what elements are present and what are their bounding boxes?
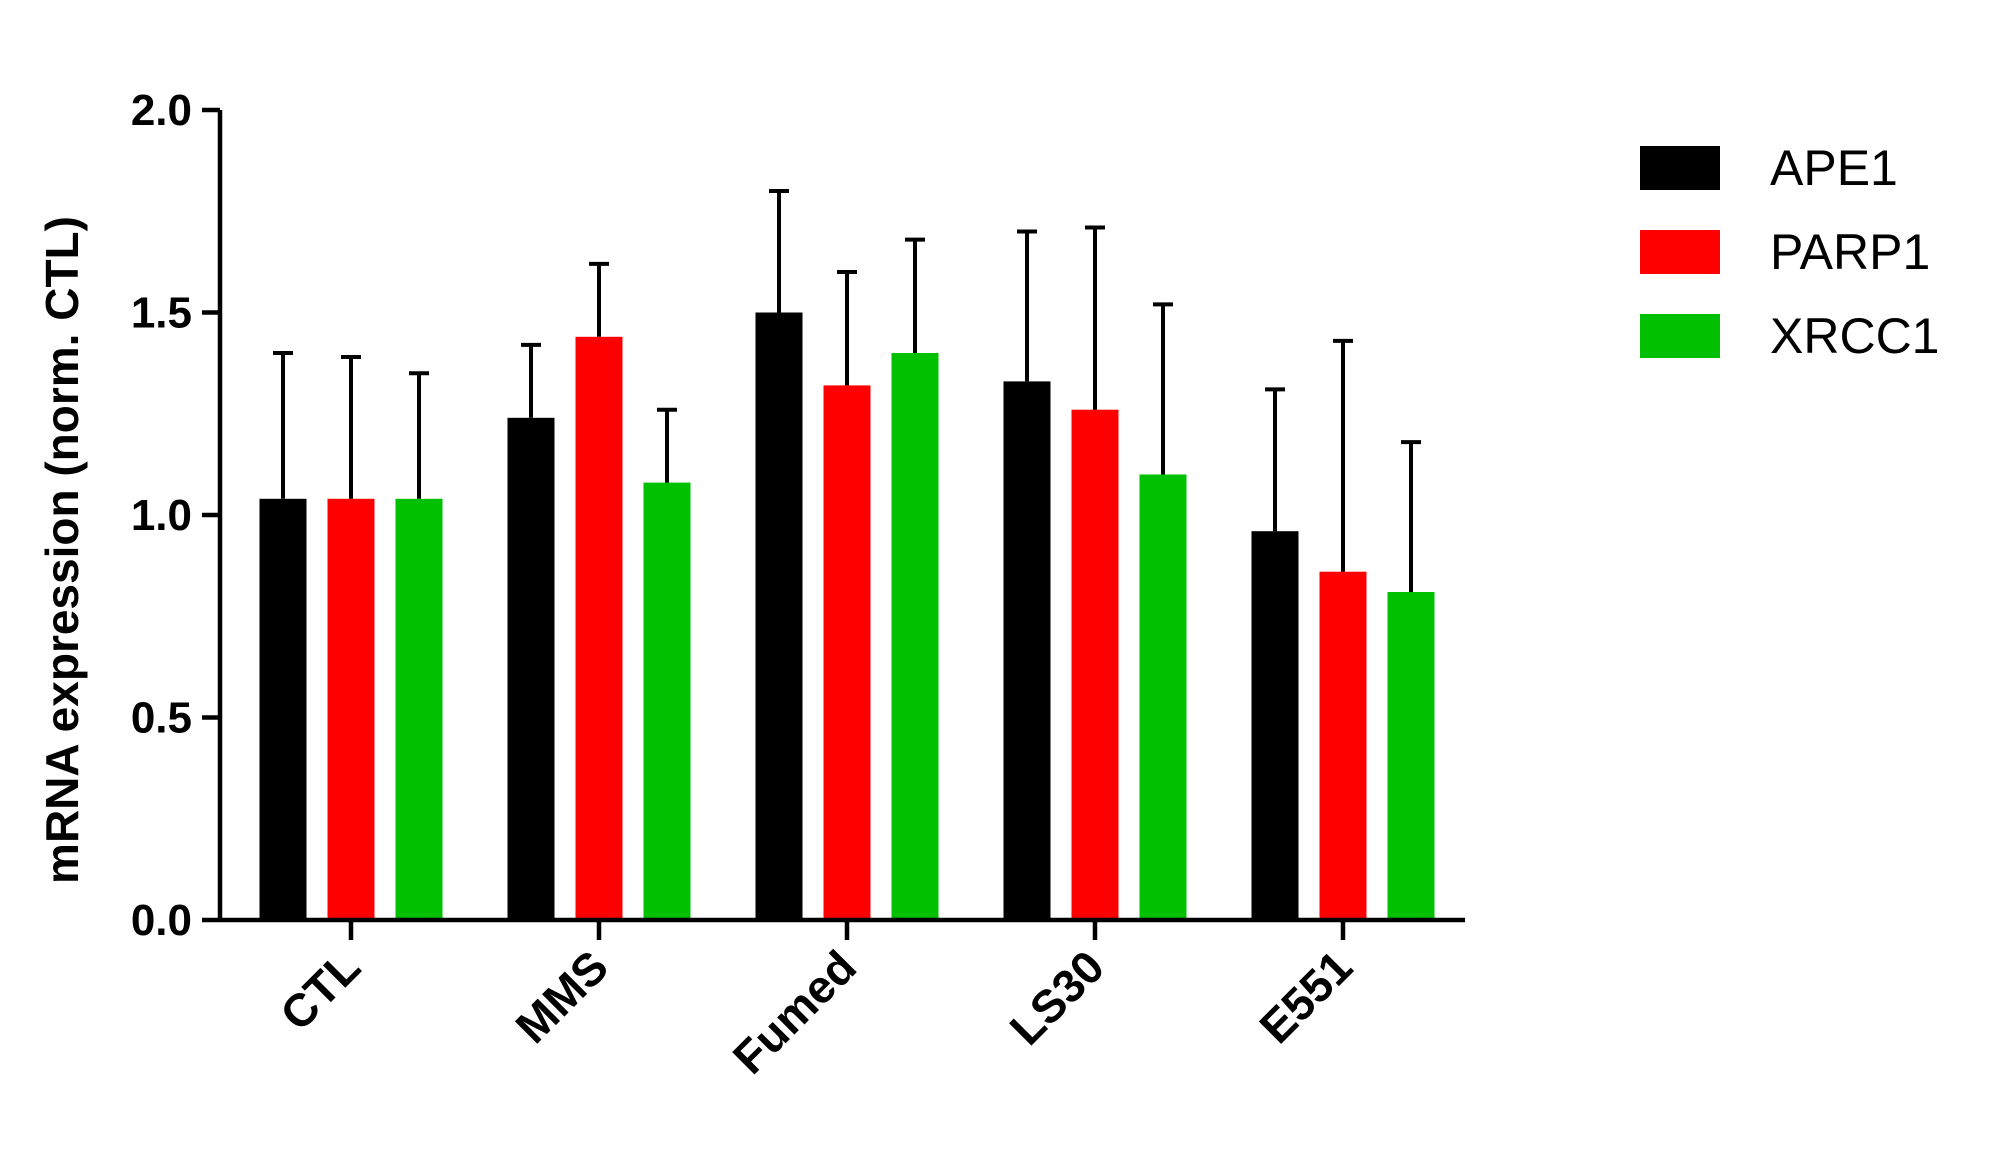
bars-layer bbox=[259, 312, 1435, 920]
error-bar-parp1-mms bbox=[589, 261, 609, 337]
error-bars-layer bbox=[273, 189, 1421, 592]
y-tick-label: 0.0 bbox=[131, 896, 192, 945]
bar-xrcc1-e551 bbox=[1387, 592, 1435, 920]
legend-label-ape1: APE1 bbox=[1770, 140, 1898, 196]
x-ticks-layer: CTL MMS Fumed LS30 E551 bbox=[270, 920, 1362, 1084]
error-bar-xrcc1-e551 bbox=[1401, 440, 1421, 592]
error-bar-parp1-ls30 bbox=[1085, 225, 1105, 410]
x-tick-label-mms: MMS bbox=[505, 940, 618, 1053]
error-bar-ape1-ctl bbox=[273, 351, 293, 499]
error-bar-xrcc1-ls30 bbox=[1153, 302, 1173, 475]
bar-parp1-fumed bbox=[823, 385, 871, 920]
error-bar-parp1-e551 bbox=[1333, 338, 1353, 572]
error-bar-parp1-fumed bbox=[837, 270, 857, 386]
bar-parp1-mms bbox=[575, 336, 623, 920]
bar-ape1-e551 bbox=[1251, 531, 1299, 920]
bar-xrcc1-ls30 bbox=[1139, 474, 1187, 920]
x-tick-label-ls30: LS30 bbox=[1000, 940, 1115, 1055]
error-bar-ape1-ls30 bbox=[1017, 229, 1037, 382]
y-tick-label: 1.5 bbox=[131, 289, 192, 338]
legend-swatch-parp1 bbox=[1640, 230, 1720, 274]
y-ticks-layer: 0.0 0.5 1.0 1.5 2.0 bbox=[131, 86, 220, 945]
error-bar-ape1-mms bbox=[521, 342, 541, 418]
bar-xrcc1-fumed bbox=[891, 353, 939, 920]
legend: APE1 PARP1 XRCC1 bbox=[1640, 140, 1939, 364]
bar-xrcc1-mms bbox=[643, 482, 691, 920]
x-tick-label-e551: E551 bbox=[1249, 940, 1362, 1053]
y-tick-label: 1.0 bbox=[131, 491, 192, 540]
bar-parp1-ls30 bbox=[1071, 409, 1119, 920]
y-axis-label: mRNA expression (norm. CTL) bbox=[36, 216, 88, 884]
bar-parp1-ctl bbox=[327, 498, 375, 920]
error-bar-xrcc1-mms bbox=[657, 407, 677, 483]
bar-ape1-mms bbox=[507, 417, 555, 920]
error-bar-ape1-e551 bbox=[1265, 387, 1285, 532]
error-bar-xrcc1-ctl bbox=[409, 371, 429, 499]
error-bar-parp1-ctl bbox=[341, 355, 361, 499]
bar-ape1-ctl bbox=[259, 498, 307, 920]
legend-label-xrcc1: XRCC1 bbox=[1770, 308, 1939, 364]
legend-swatch-ape1 bbox=[1640, 146, 1720, 190]
y-tick-label: 2.0 bbox=[131, 86, 192, 135]
bar-ape1-ls30 bbox=[1003, 381, 1051, 920]
x-tick-label-ctl: CTL bbox=[270, 940, 370, 1040]
x-tick-label-fumed: Fumed bbox=[723, 940, 866, 1083]
bar-ape1-fumed bbox=[755, 312, 803, 920]
legend-label-parp1: PARP1 bbox=[1770, 224, 1930, 280]
y-tick-label: 0.5 bbox=[131, 694, 192, 743]
bar-parp1-e551 bbox=[1319, 571, 1367, 920]
legend-swatch-xrcc1 bbox=[1640, 314, 1720, 358]
error-bar-xrcc1-fumed bbox=[905, 237, 925, 353]
bar-xrcc1-ctl bbox=[395, 498, 443, 920]
error-bar-ape1-fumed bbox=[769, 189, 789, 313]
